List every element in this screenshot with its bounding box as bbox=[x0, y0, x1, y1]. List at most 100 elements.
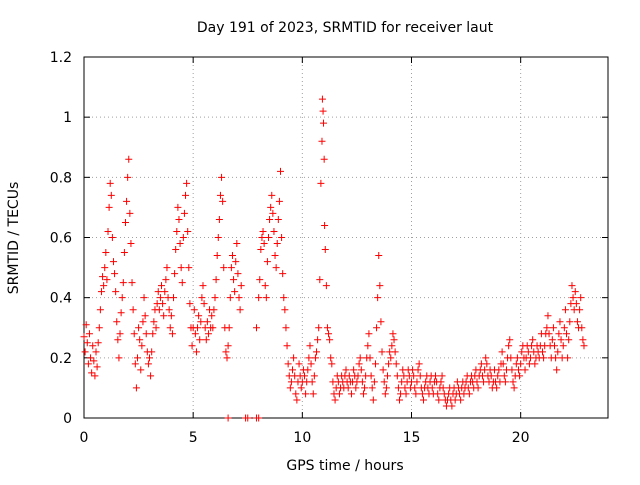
data-point bbox=[375, 252, 383, 260]
data-point bbox=[320, 155, 328, 163]
data-point bbox=[163, 264, 171, 272]
data-point bbox=[531, 360, 539, 368]
data-point bbox=[392, 360, 400, 368]
data-point bbox=[108, 234, 116, 241]
data-point bbox=[199, 282, 207, 290]
data-point bbox=[580, 342, 588, 350]
data-point bbox=[149, 330, 157, 338]
data-point bbox=[382, 384, 390, 392]
data-point bbox=[224, 342, 232, 350]
data-point bbox=[269, 209, 277, 217]
data-point bbox=[569, 294, 577, 302]
data-point bbox=[373, 324, 381, 332]
y-tick-label: 0.6 bbox=[50, 231, 72, 247]
data-point bbox=[297, 384, 305, 392]
data-point bbox=[85, 330, 93, 338]
data-point bbox=[320, 119, 328, 127]
y-tick-label: 1.2 bbox=[50, 50, 72, 66]
data-point bbox=[457, 396, 465, 404]
data-point bbox=[115, 354, 123, 362]
data-point bbox=[278, 234, 286, 241]
data-point bbox=[177, 264, 185, 272]
data-point bbox=[435, 396, 443, 404]
data-point bbox=[166, 324, 174, 332]
data-point bbox=[410, 372, 418, 380]
data-point bbox=[563, 330, 571, 338]
data-point bbox=[552, 354, 560, 362]
data-point bbox=[171, 270, 179, 278]
data-point bbox=[219, 197, 227, 205]
data-point bbox=[545, 330, 553, 338]
data-point bbox=[185, 264, 193, 272]
data-point bbox=[370, 378, 378, 386]
data-point bbox=[295, 360, 303, 368]
data-point bbox=[487, 372, 495, 380]
data-point bbox=[316, 276, 324, 284]
data-point bbox=[555, 330, 563, 338]
data-point bbox=[158, 282, 166, 290]
data-point bbox=[192, 348, 200, 356]
data-point bbox=[414, 366, 422, 374]
data-point bbox=[234, 270, 242, 278]
data-point bbox=[412, 390, 420, 398]
data-point bbox=[214, 234, 222, 241]
data-point bbox=[255, 294, 263, 302]
data-point bbox=[162, 276, 170, 284]
data-point bbox=[198, 294, 206, 302]
data-point bbox=[287, 378, 295, 386]
data-point bbox=[344, 384, 352, 392]
data-point bbox=[428, 384, 436, 392]
data-point bbox=[415, 360, 423, 368]
data-point bbox=[434, 390, 442, 398]
data-point bbox=[310, 372, 318, 380]
data-point bbox=[260, 240, 268, 248]
data-point bbox=[571, 288, 579, 296]
data-point bbox=[215, 215, 223, 223]
data-point bbox=[118, 294, 126, 302]
data-point bbox=[529, 336, 537, 344]
x-tick-label: 0 bbox=[80, 430, 89, 446]
x-tick-labels: 0 5 10 15 20 bbox=[80, 430, 530, 446]
data-point bbox=[383, 372, 391, 380]
data-point bbox=[264, 234, 272, 241]
data-point bbox=[306, 342, 314, 350]
y-tick-label: 1 bbox=[63, 110, 72, 126]
data-point bbox=[366, 354, 374, 362]
data-point bbox=[321, 221, 329, 229]
data-point bbox=[103, 276, 111, 284]
data-point bbox=[420, 396, 428, 404]
data-point bbox=[474, 384, 482, 392]
data-point bbox=[517, 360, 525, 368]
data-point bbox=[226, 294, 234, 302]
axis-ticks bbox=[83, 56, 608, 419]
data-point bbox=[432, 372, 440, 380]
data-point bbox=[258, 234, 266, 241]
data-point bbox=[402, 390, 410, 398]
data-point bbox=[133, 354, 141, 362]
data-point bbox=[113, 318, 121, 326]
data-point bbox=[175, 215, 183, 223]
data-point bbox=[131, 360, 139, 368]
data-point bbox=[176, 240, 184, 248]
data-point bbox=[325, 330, 333, 338]
data-point bbox=[365, 330, 373, 338]
data-point bbox=[317, 179, 325, 187]
data-point bbox=[307, 360, 315, 368]
data-point bbox=[273, 240, 281, 248]
data-point bbox=[227, 264, 235, 272]
data-point bbox=[413, 378, 421, 386]
data-point bbox=[309, 390, 317, 398]
data-point bbox=[315, 324, 323, 332]
data-point bbox=[144, 360, 152, 368]
data-point bbox=[311, 354, 319, 362]
data-point bbox=[371, 360, 379, 368]
data-point bbox=[236, 306, 244, 314]
data-point bbox=[518, 348, 526, 356]
data-point bbox=[220, 264, 228, 272]
data-point bbox=[322, 282, 330, 290]
data-point bbox=[438, 372, 446, 380]
data-point bbox=[159, 300, 167, 308]
data-point bbox=[204, 330, 212, 338]
data-point bbox=[135, 324, 143, 332]
